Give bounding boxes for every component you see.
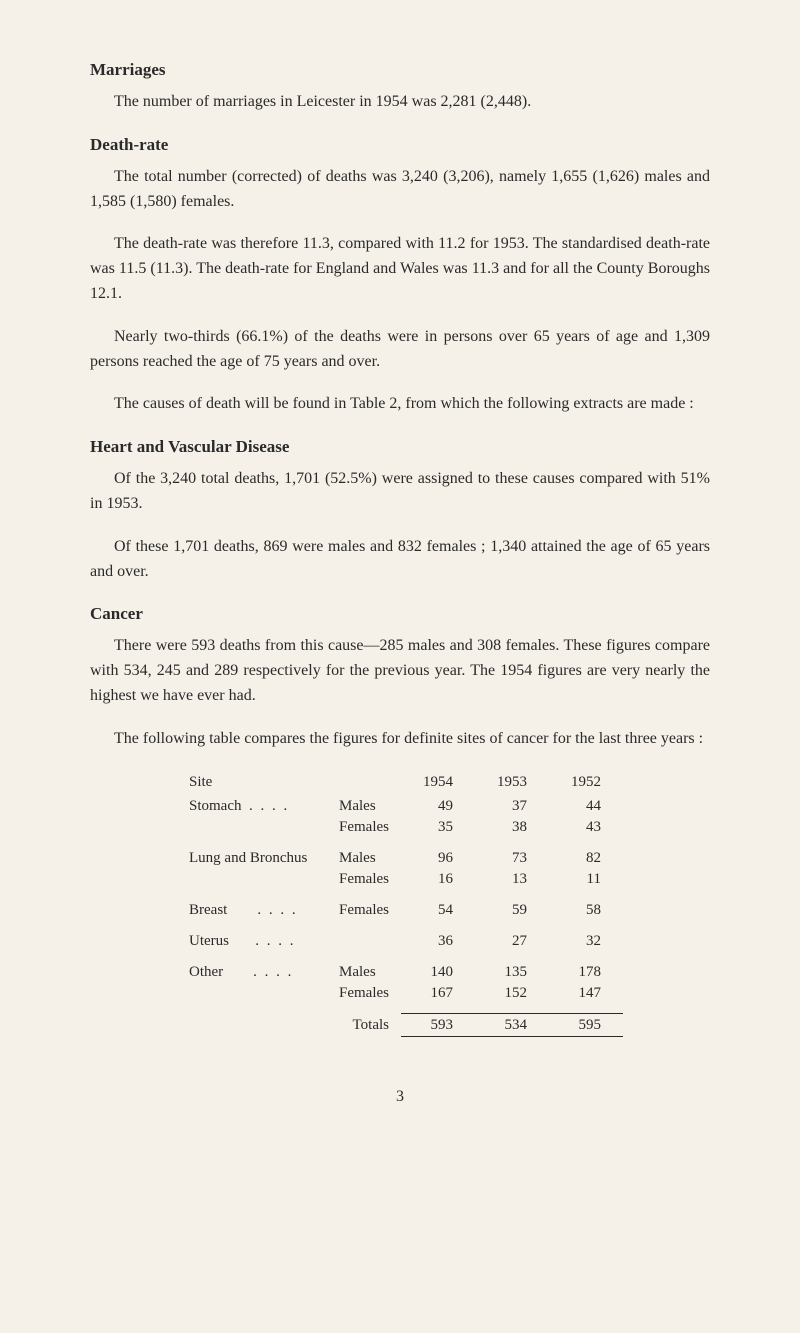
death-rate-p4: The causes of death will be found in Tab… <box>90 392 710 417</box>
death-rate-p2: The death-rate was therefore 11.3, compa… <box>90 232 710 306</box>
stomach-males-label: Males <box>327 796 401 817</box>
other-females-1952: 147 <box>549 983 623 1004</box>
heart-vascular-p2: Of these 1,701 deaths, 869 were males an… <box>90 535 710 585</box>
uterus-1953: 27 <box>475 931 549 952</box>
table-row: Breast . . . . Females 54 59 58 <box>177 900 623 921</box>
stomach-females-1953: 38 <box>475 817 549 838</box>
stomach-males-1954: 49 <box>401 796 475 817</box>
lung-females-1954: 16 <box>401 869 475 890</box>
breast-females-1954: 54 <box>401 900 475 921</box>
table-row: Females 35 38 43 <box>177 817 623 838</box>
death-rate-heading: Death-rate <box>90 135 710 155</box>
table-row: Lung and Bronchus Males 96 73 82 <box>177 848 623 869</box>
heart-vascular-heading: Heart and Vascular Disease <box>90 437 710 457</box>
totals-1952: 595 <box>549 1014 623 1037</box>
other-males-1953: 135 <box>475 962 549 983</box>
lung-males-label: Males <box>327 848 401 869</box>
lung-females-label: Females <box>327 869 401 890</box>
death-rate-p1: The total number (corrected) of deaths w… <box>90 165 710 215</box>
uterus-label: Uterus <box>189 933 229 949</box>
stomach-females-1952: 43 <box>549 817 623 838</box>
other-label: Other <box>189 964 223 980</box>
table-row: Females 167 152 147 <box>177 983 623 1004</box>
header-1953: 1953 <box>475 772 549 796</box>
lung-males-1953: 73 <box>475 848 549 869</box>
marriages-heading: Marriages <box>90 60 710 80</box>
other-males-label: Males <box>327 962 401 983</box>
lung-females-1953: 13 <box>475 869 549 890</box>
stomach-females-1954: 35 <box>401 817 475 838</box>
other-females-1953: 152 <box>475 983 549 1004</box>
death-rate-section: Death-rate The total number (corrected) … <box>90 135 710 417</box>
breast-females-label: Females <box>327 900 401 921</box>
marriages-section: Marriages The number of marriages in Lei… <box>90 60 710 115</box>
cancer-section: Cancer There were 593 deaths from this c… <box>90 604 710 751</box>
marriages-p1: The number of marriages in Leicester in … <box>90 90 710 115</box>
uterus-1954: 36 <box>401 931 475 952</box>
uterus-1952: 32 <box>549 931 623 952</box>
breast-females-1952: 58 <box>549 900 623 921</box>
header-1952: 1952 <box>549 772 623 796</box>
breast-females-1953: 59 <box>475 900 549 921</box>
breast-label: Breast <box>189 902 227 918</box>
heart-vascular-section: Heart and Vascular Disease Of the 3,240 … <box>90 437 710 584</box>
table-row: Uterus . . . . 36 27 32 <box>177 931 623 952</box>
totals-1953: 534 <box>475 1014 549 1037</box>
totals-label: Totals <box>327 1014 401 1037</box>
page-number: 3 <box>90 1088 710 1106</box>
header-1954: 1954 <box>401 772 475 796</box>
totals-1954: 593 <box>401 1014 475 1037</box>
lung-males-1954: 96 <box>401 848 475 869</box>
table-row: Females 16 13 11 <box>177 869 623 890</box>
heart-vascular-p1: Of the 3,240 total deaths, 1,701 (52.5%)… <box>90 467 710 517</box>
cancer-heading: Cancer <box>90 604 710 624</box>
cancer-p2: The following table compares the figures… <box>90 727 710 752</box>
death-rate-p3: Nearly two-thirds (66.1%) of the deaths … <box>90 325 710 375</box>
other-females-label: Females <box>327 983 401 1004</box>
stomach-males-1952: 44 <box>549 796 623 817</box>
table-row: Stomach . . . . Males 49 37 44 <box>177 796 623 817</box>
table-row: Other . . . . Males 140 135 178 <box>177 962 623 983</box>
table-header-row: Site 1954 1953 1952 <box>177 772 623 796</box>
other-males-1952: 178 <box>549 962 623 983</box>
lung-bronchus-label: Lung and Bronchus <box>177 848 327 869</box>
cancer-table: Site 1954 1953 1952 Stomach . . . . Male… <box>177 772 623 1059</box>
stomach-males-1953: 37 <box>475 796 549 817</box>
lung-females-1952: 11 <box>549 869 623 890</box>
header-site: Site <box>177 772 327 796</box>
lung-males-1952: 82 <box>549 848 623 869</box>
stomach-label: Stomach <box>189 798 242 814</box>
other-males-1954: 140 <box>401 962 475 983</box>
stomach-females-label: Females <box>327 817 401 838</box>
other-females-1954: 167 <box>401 983 475 1004</box>
totals-row: Totals 593 534 595 <box>177 1014 623 1037</box>
cancer-p1: There were 593 deaths from this cause—28… <box>90 634 710 708</box>
